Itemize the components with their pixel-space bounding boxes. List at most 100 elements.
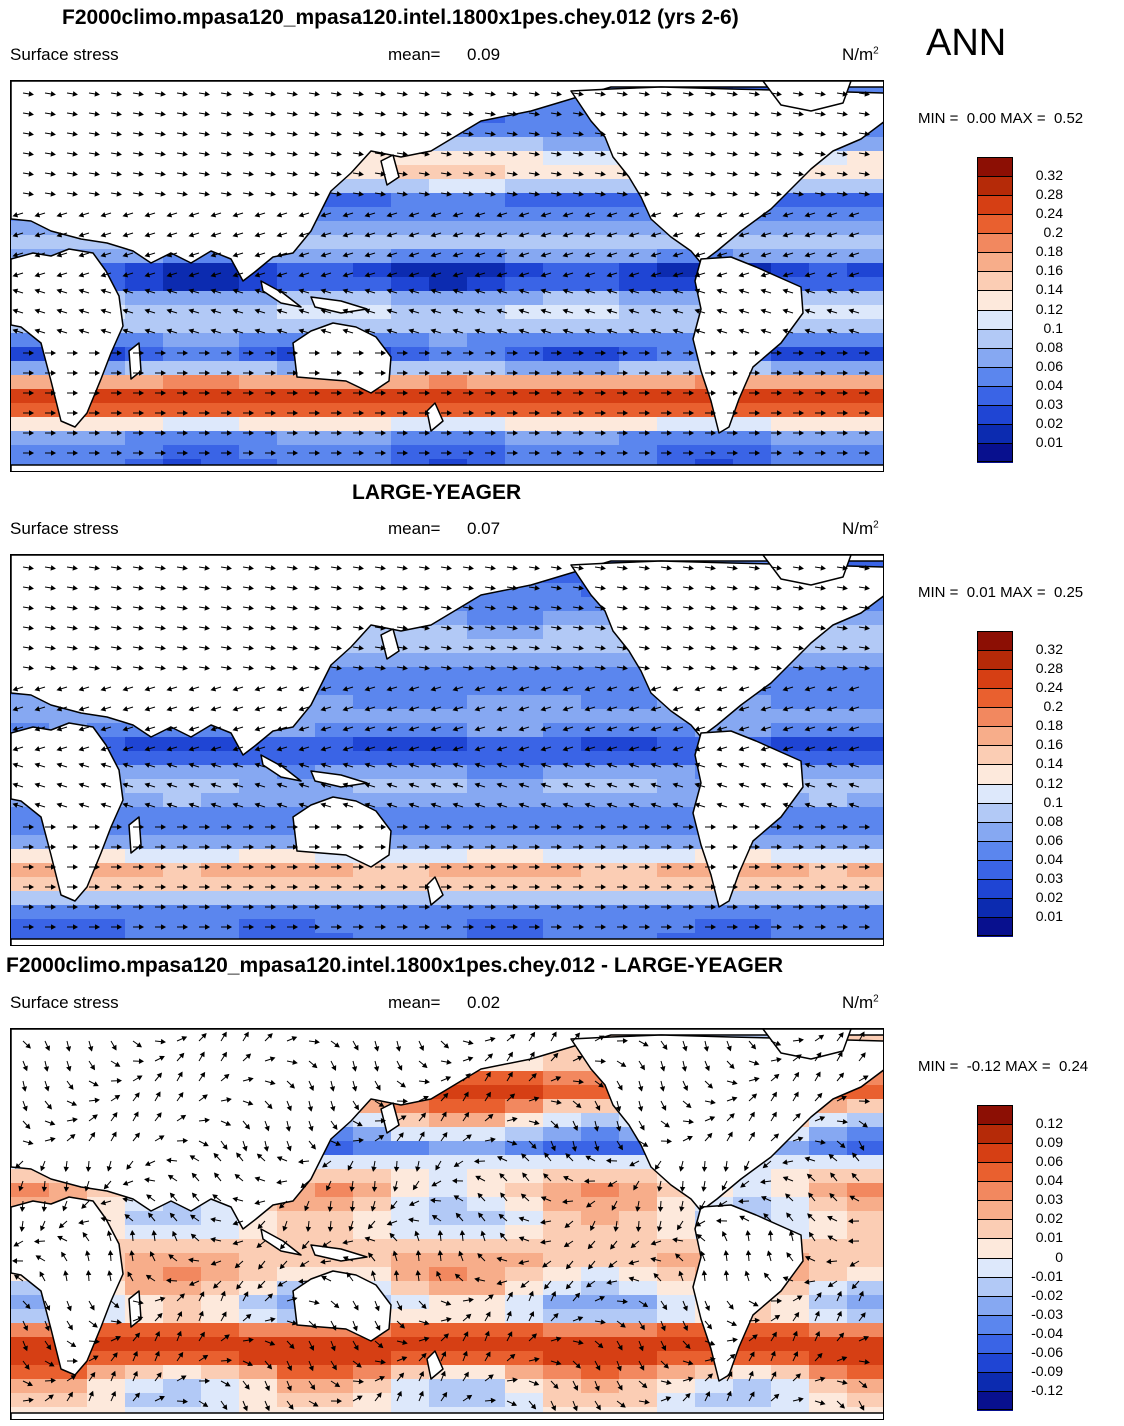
stress-vector-head xyxy=(534,824,541,830)
field-cell xyxy=(809,877,848,892)
field-cell xyxy=(467,277,506,292)
stress-vector-head xyxy=(578,410,585,416)
stress-vector-head xyxy=(468,390,475,396)
field-cell xyxy=(277,375,316,390)
stress-vector-head xyxy=(490,605,496,611)
land-mass xyxy=(426,876,444,906)
stress-vector-head xyxy=(540,272,547,278)
field-cell xyxy=(277,263,316,278)
field-cell xyxy=(239,361,278,376)
stress-vector-head xyxy=(336,370,343,376)
stress-vector-head xyxy=(94,370,101,376)
stress-vector-head xyxy=(534,645,540,651)
stress-vector-head xyxy=(380,625,386,631)
field-cell xyxy=(315,431,354,446)
stress-vector-head xyxy=(254,232,261,238)
stress-vector-head xyxy=(144,272,151,278)
stress-vector-head xyxy=(474,288,481,294)
stress-vector-head xyxy=(160,111,166,117)
field-cell xyxy=(391,849,430,864)
stress-vector-head xyxy=(78,308,85,314)
stress-vector-head xyxy=(380,410,387,416)
stress-vector-head xyxy=(402,350,409,356)
stress-vector-head xyxy=(314,131,320,137)
stress-vector-head xyxy=(534,350,541,356)
stress-vector-head xyxy=(232,762,239,768)
stress-vector-head xyxy=(650,726,657,732)
stress-vector-head xyxy=(182,904,189,910)
stress-vector-head xyxy=(336,191,342,197)
field-cell xyxy=(467,1281,506,1296)
stress-vector-head xyxy=(776,904,783,910)
stress-vector-head xyxy=(320,212,327,218)
field-cell xyxy=(239,905,278,920)
field-cell xyxy=(239,891,278,906)
stress-vector-head xyxy=(248,111,254,117)
stress-vector-head xyxy=(474,272,481,278)
stress-vector-head xyxy=(380,565,386,571)
stress-vector-head xyxy=(424,904,431,910)
field-cell xyxy=(11,375,50,390)
stress-vector-head xyxy=(716,762,723,768)
stress-vector-head xyxy=(320,232,327,238)
field-cell xyxy=(543,653,582,668)
season-label: ANN xyxy=(926,22,1007,64)
stress-vector-head xyxy=(320,328,327,334)
stress-vector-head xyxy=(606,232,613,238)
stress-vector-head xyxy=(688,350,695,356)
field-cell xyxy=(809,333,848,348)
stress-vector-head xyxy=(402,824,409,830)
stress-vector-head xyxy=(562,212,569,218)
stress-vector-head xyxy=(364,252,371,258)
land-mass xyxy=(11,81,883,282)
stress-vector-head xyxy=(166,726,173,732)
field-cell xyxy=(163,1351,202,1366)
stress-vector-head xyxy=(188,746,195,752)
field-cell xyxy=(277,905,316,920)
stress-vector-head xyxy=(848,802,855,808)
stress-vector-head xyxy=(600,430,607,436)
field-cell xyxy=(201,1309,240,1324)
stress-vector-head xyxy=(864,430,871,436)
stress-vector-head xyxy=(754,171,760,177)
stress-vector-head xyxy=(78,212,85,218)
field-cell xyxy=(125,277,164,292)
field-cell xyxy=(391,891,430,906)
field-cell xyxy=(619,333,658,348)
stress-vector-head xyxy=(622,350,629,356)
stress-vector-head xyxy=(232,288,239,294)
field-cell xyxy=(847,1253,883,1268)
stress-vector-head xyxy=(628,288,635,294)
field-cell xyxy=(277,1225,316,1240)
stress-vector-head xyxy=(732,864,739,870)
field-cell xyxy=(543,779,582,794)
stress-vector-head xyxy=(298,252,305,258)
field-cell xyxy=(391,389,430,404)
stress-vector-head xyxy=(666,824,673,830)
stress-vector-head xyxy=(446,565,452,571)
field-cell xyxy=(771,835,810,850)
stress-vector-head xyxy=(446,131,452,137)
stress-vector-head xyxy=(644,605,650,611)
stress-vector-head xyxy=(358,844,365,850)
stress-vector-head xyxy=(342,232,349,238)
stress-vector-head xyxy=(314,370,321,376)
stress-vector-head xyxy=(270,645,276,651)
stress-vector-head xyxy=(292,430,299,436)
field-cell xyxy=(125,751,164,766)
stress-vector-head xyxy=(446,350,453,356)
stress-vector-head xyxy=(710,390,717,396)
stress-vector-head xyxy=(716,802,723,808)
stress-vector-head xyxy=(512,131,518,137)
panel-2-minmax: MIN = 0.01 MAX = 0.25 xyxy=(918,584,1084,601)
field-cell xyxy=(429,431,468,446)
stress-vector-head xyxy=(666,171,672,177)
field-cell xyxy=(467,291,506,306)
field-cell xyxy=(581,389,620,404)
field-cell xyxy=(239,1379,278,1394)
stress-vector-head xyxy=(402,884,409,890)
field-cell xyxy=(657,1337,696,1352)
field-cell xyxy=(353,919,392,934)
field-cell xyxy=(847,1323,883,1338)
field-cell xyxy=(657,445,696,460)
